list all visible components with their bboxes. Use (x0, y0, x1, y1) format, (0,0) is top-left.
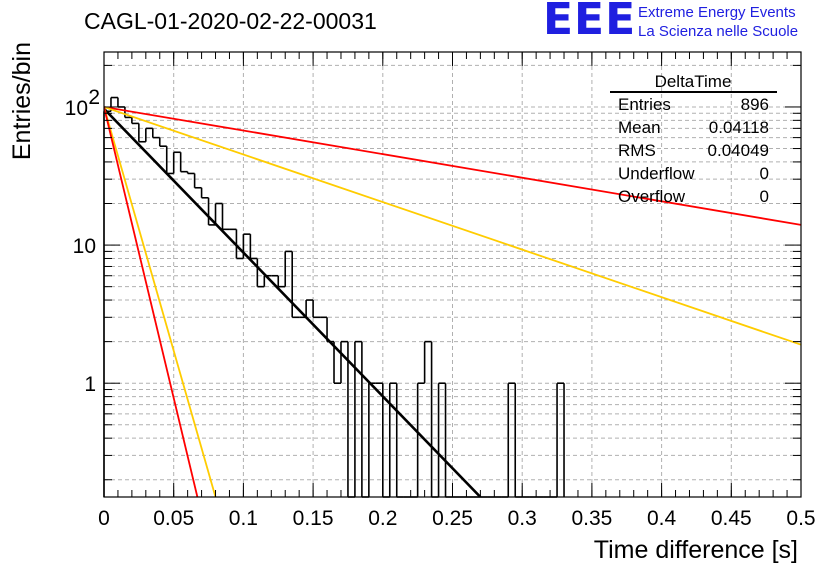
x-tick-label: 0.2 (368, 507, 397, 530)
stats-value-entries: 896 (741, 95, 769, 114)
plot-title: CAGL-01-2020-02-22-00031 (84, 8, 377, 34)
x-axis-title: Time difference [s] (594, 536, 798, 564)
x-tick-label: 0.4 (647, 507, 677, 530)
stats-label-entries: Entries (618, 95, 671, 114)
x-tick-label: 0.45 (711, 507, 752, 530)
x-tick-label: 0 (98, 507, 110, 530)
stats-label-rms: RMS (618, 141, 656, 160)
logo-caption-line1: Extreme Energy Events (638, 4, 796, 21)
stats-value-rms: 0.04049 (708, 141, 769, 160)
fit-line (104, 106, 801, 346)
fit-lines (104, 106, 801, 497)
x-tick-label: 0.5 (786, 507, 815, 530)
x-tick-label: 0.35 (571, 507, 612, 530)
stats-value-mean: 0.04118 (709, 118, 769, 137)
y-tick-label: 10 (73, 235, 96, 258)
eee-logo-mark: EEE (543, 0, 637, 45)
fit-line (104, 106, 217, 497)
y-tick-label: 1 (84, 373, 96, 396)
stats-value-overflow: 0 (760, 187, 769, 206)
y-tick-label: 10 (65, 97, 88, 120)
stats-label-overflow: Overflow (618, 187, 686, 206)
x-tick-label: 0.05 (153, 507, 194, 530)
logo-caption-line2: La Scienza nelle Scuole (638, 23, 799, 40)
x-tick-label: 0.25 (432, 507, 473, 530)
axis-tick-labels: 0 0.05 0.1 0.15 0.2 0.25 0.3 0.35 0.4 0.45 0.5 1 10 1… (65, 86, 816, 530)
fit-line (104, 106, 801, 226)
stats-title: DeltaTime (655, 72, 732, 91)
fit-line (104, 106, 199, 497)
stats-label-underflow: Underflow (618, 164, 695, 183)
x-tick-label: 0.15 (293, 507, 334, 530)
y-axis-title: Entries/bin (8, 42, 36, 160)
stats-value-underflow: 0 (760, 164, 769, 183)
x-tick-label: 0.3 (508, 507, 537, 530)
axis-ticks (103, 52, 802, 497)
stats-label-mean: Mean (618, 118, 661, 137)
stats-box: DeltaTime Entries 896 Mean 0.04118 RMS 0… (610, 72, 777, 206)
fit-line (104, 107, 482, 497)
y-tick-exponent: 2 (88, 86, 100, 109)
x-tick-label: 0.1 (229, 507, 258, 530)
histogram-bins (103, 96, 565, 498)
